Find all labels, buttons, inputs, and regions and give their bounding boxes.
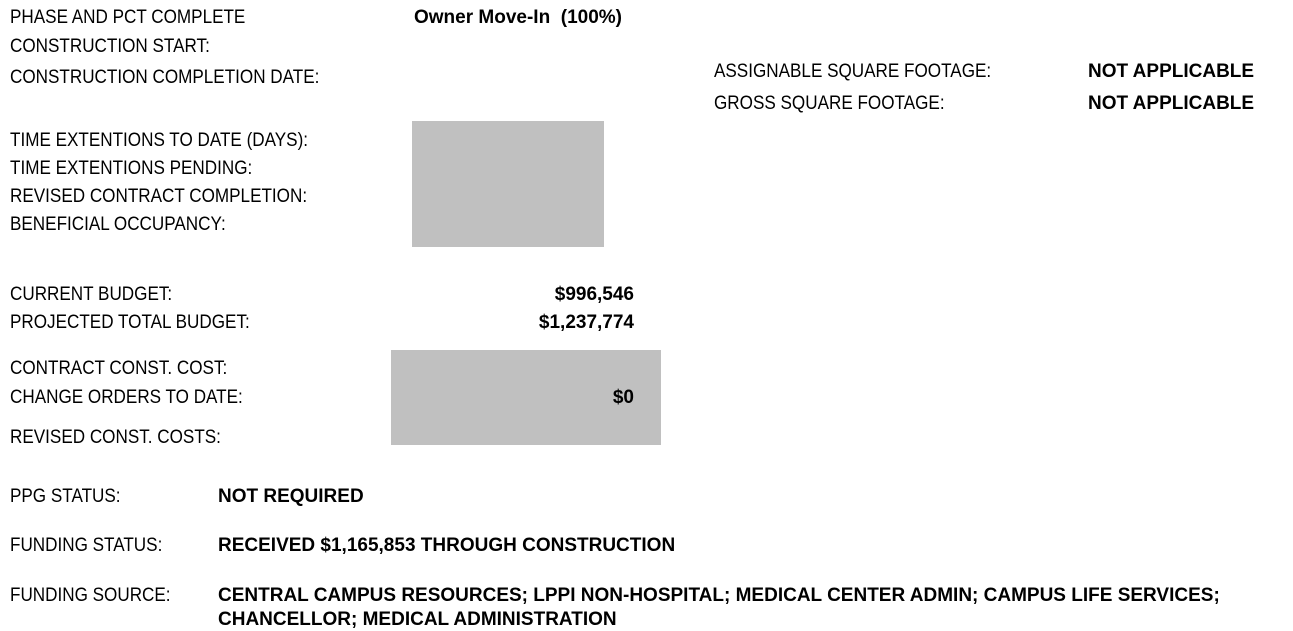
shaded-box [391,350,661,445]
label: CONSTRUCTION START: [10,36,210,57]
value: RECEIVED $1,165,853 THROUGH CONSTRUCTION [218,535,676,556]
value: NOT APPLICABLE [1088,61,1255,82]
label: CONTRACT CONST. COST: [10,358,228,379]
label: FUNDING STATUS: [10,535,163,556]
label: REVISED CONTRACT COMPLETION: [10,186,308,207]
value: $996,546 [554,284,634,305]
value: $1,237,774 [538,312,634,333]
label: FUNDING SOURCE: [10,585,171,606]
label: PROJECTED TOTAL BUDGET: [10,312,250,333]
value: CENTRAL CAMPUS RESOURCES; LPPI NON-HOSPI… [218,585,1220,630]
label: GROSS SQUARE FOOTAGE: [714,93,945,114]
value: NOT APPLICABLE [1088,93,1255,114]
label: REVISED CONST. COSTS: [10,427,221,448]
label: PPG STATUS: [10,486,121,507]
shaded-box [412,121,604,247]
label: ASSIGNABLE SQUARE FOOTAGE: [714,61,992,82]
label: PHASE AND PCT COMPLETE [10,7,246,28]
label: CURRENT BUDGET: [10,284,173,305]
label: BENEFICIAL OCCUPANCY: [10,214,226,235]
label: TIME EXTENTIONS PENDING: [10,158,253,179]
label: CONSTRUCTION COMPLETION DATE: [10,67,320,88]
label: CHANGE ORDERS TO DATE: [10,387,243,408]
value: $0 [612,387,634,408]
label: TIME EXTENTIONS TO DATE (DAYS): [10,130,309,151]
value: NOT REQUIRED [218,486,364,507]
value: Owner Move-In (100%) [414,7,622,28]
